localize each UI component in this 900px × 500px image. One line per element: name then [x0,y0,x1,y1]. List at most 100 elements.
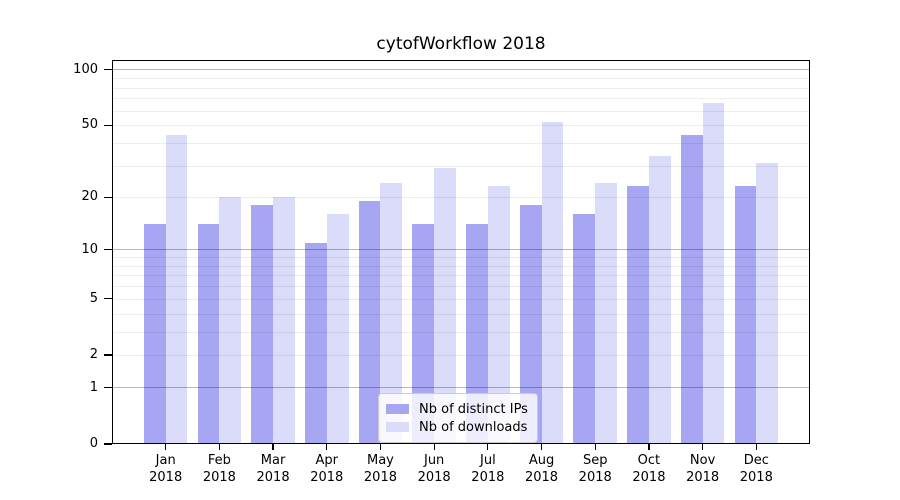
x-tick-mark [755,444,757,450]
bar-ips-jun [412,224,435,444]
month-name: May [367,453,394,468]
legend-label: Nb of downloads [419,419,528,435]
month-year: 2018 [256,470,290,485]
y-tick-mark [104,248,112,251]
month-year: 2018 [363,470,397,485]
x-tick-label-oct: Oct 2018 [621,452,677,486]
x-tick-label-jan: Jan 2018 [138,452,194,486]
x-tick-mark [594,444,596,450]
y-tick-label: 100 [73,61,98,77]
legend-entry: Nb of downloads [386,418,528,436]
bar-downloads-mar [273,197,295,444]
month-year: 2018 [686,470,720,485]
gridline-minor [112,286,810,288]
y-tick-mark [104,387,112,389]
bar-ips-feb [197,224,220,444]
bar-downloads-feb [219,197,242,444]
gridline-major [112,387,810,389]
gridline-minor [112,78,810,80]
month-name: Feb [207,453,231,468]
gridline-minor [112,313,810,315]
bar-ips-apr [305,242,327,444]
y-tick-mark [104,298,112,300]
x-tick-label-jul: Jul 2018 [460,452,516,486]
bar-ips-mar [251,205,274,444]
bar-downloads-jun [434,168,456,444]
month-name: Oct [637,453,661,468]
bar-ips-may [358,201,381,444]
gridline-minor [112,275,810,277]
x-tick-label-may: May 2018 [352,452,408,486]
gridline-minor [112,354,810,356]
x-tick-mark [487,444,489,450]
x-tick-label-mar: Mar 2018 [245,452,301,486]
gridline-minor [112,265,810,267]
legend: Nb of distinct IPs Nb of downloads [378,393,538,443]
x-tick-mark [648,444,650,450]
bar-downloads-sep [595,183,617,444]
bar-ips-dec [734,186,757,444]
legend-swatch [386,422,409,432]
x-tick-mark [702,444,704,450]
chart-title: cytofWorkflow 2018 [376,34,546,54]
month-name: Jan [155,453,176,468]
gridline-minor [112,165,810,167]
y-tick-label: 2 [89,346,98,362]
month-year: 2018 [578,470,612,485]
month-year: 2018 [417,470,451,485]
month-name: Sep [582,453,608,468]
month-name: Jul [480,453,496,468]
bar-downloads-apr [326,214,349,444]
y-tick-mark [104,443,112,445]
x-tick-label-dec: Dec 2018 [728,452,784,486]
x-tick-label-apr: Apr 2018 [299,452,355,486]
x-tick-label-feb: Feb 2018 [191,452,247,486]
legend-label: Nb of distinct IPs [419,401,528,417]
month-year: 2018 [149,470,183,485]
bar-downloads-jul [487,186,510,444]
gridline-minor [112,197,810,199]
bar-ips-sep [573,214,596,444]
y-tick-mark [104,196,112,198]
bar-downloads-nov [702,103,725,444]
y-tick-label: 1 [89,379,98,395]
bar-ips-nov [680,135,703,444]
gridline-minor [112,87,810,89]
x-tick-mark [272,444,274,450]
bar-downloads-may [380,183,403,444]
gridline-minor [112,110,810,112]
gridline-major [112,248,810,251]
y-tick-mark [104,124,112,126]
x-tick-label-jun: Jun 2018 [406,452,462,486]
x-tick-label-aug: Aug 2018 [514,452,570,486]
plot-area: Nb of distinct IPs Nb of downloads [112,60,810,444]
x-tick-mark [433,444,435,450]
x-tick-mark [165,444,167,450]
legend-entry: Nb of distinct IPs [386,400,528,418]
y-tick-label: 20 [81,189,98,205]
y-tick-label: 0 [89,436,98,451]
bar-downloads-oct [648,155,671,444]
bar-ips-aug [519,205,542,444]
month-year: 2018 [739,470,773,485]
x-tick-mark [379,444,382,450]
gridline-minor [112,257,810,259]
x-tick-mark [218,444,220,450]
month-year: 2018 [524,470,559,485]
month-name: Jun [423,453,445,468]
bar-ips-oct [627,186,649,444]
y-tick-label: 50 [81,117,98,133]
bar-downloads-aug [541,122,564,444]
gridline-minor [112,125,810,127]
x-tick-mark [540,444,543,450]
y-tick-mark [104,354,112,356]
y-tick-mark [104,69,112,71]
x-tick-mark [326,444,328,450]
month-name: Aug [528,453,555,468]
gridline-minor [112,298,810,300]
x-tick-label-nov: Nov 2018 [675,452,731,486]
month-name: Dec [743,453,769,468]
bar-ips-jan [143,224,166,444]
gridline-major [112,69,810,71]
